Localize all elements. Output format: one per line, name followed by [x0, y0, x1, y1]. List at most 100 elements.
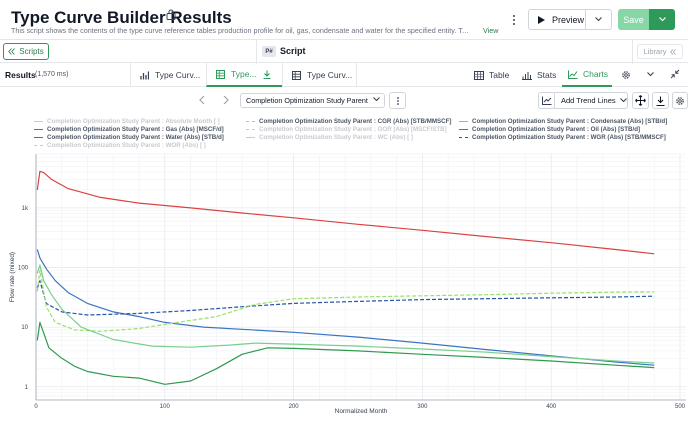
series-line	[36, 321, 655, 385]
entity-select-value: Completion Optimization Study Parent	[246, 96, 368, 105]
legend-label: Completion Optimization Study Parent : C…	[259, 118, 452, 125]
y-axis-title: Flow rate (mixed)	[9, 252, 16, 302]
legend-swatch	[459, 129, 468, 130]
chevron-down-icon	[619, 98, 627, 103]
more-options-icon[interactable]	[508, 12, 520, 28]
script-label: Script	[280, 46, 306, 56]
results-tab-bar: Results (1,570 ms) Type Curv... Type... …	[0, 63, 688, 87]
chevron-down-icon[interactable]	[647, 72, 654, 77]
pan-move-icon[interactable]	[632, 92, 649, 109]
results-label: Results	[5, 70, 36, 80]
chart-settings-icon[interactable]	[672, 92, 688, 109]
legend-item[interactable]: Completion Optimization Study Parent : W…	[246, 134, 413, 141]
legend-label: Completion Optimization Study Parent : W…	[259, 134, 413, 141]
legend-label: Completion Optimization Study Parent : W…	[47, 134, 224, 141]
scripts-label: Scripts	[19, 47, 44, 56]
view-tab-stats[interactable]: Stats	[522, 63, 556, 87]
x-axis-title: Normalized Month	[335, 408, 388, 415]
view-description-link[interactable]: View	[483, 26, 499, 35]
play-icon	[538, 15, 545, 24]
legend-item[interactable]: Completion Optimization Study Parent : W…	[34, 134, 224, 141]
legend-label: Completion Optimization Study Parent : G…	[47, 126, 224, 133]
tab-type-curve-table[interactable]: Type Curv...	[282, 63, 357, 87]
table-icon	[216, 69, 225, 79]
series-line	[36, 269, 655, 332]
chart-axes: 0 100 200 300 400 500 1 10 100 1k	[18, 154, 686, 410]
preview-button[interactable]: Preview	[528, 9, 586, 30]
chevron-down-icon	[373, 97, 380, 102]
legend-item[interactable]: Completion Optimization Study Parent : G…	[34, 126, 224, 133]
script-bar: Scripts P# Script Library	[0, 39, 688, 64]
legend-label: Completion Optimization Study Parent : G…	[259, 126, 447, 133]
divider	[632, 40, 633, 64]
y-tick-label: 100	[18, 265, 29, 271]
legend-item[interactable]: Completion Optimization Study Parent : G…	[246, 126, 447, 133]
lock-icon	[166, 9, 176, 20]
legend-swatch	[246, 121, 255, 122]
download-icon[interactable]	[652, 92, 669, 109]
legend-label: Completion Optimization Study Parent : C…	[472, 118, 668, 125]
legend-item[interactable]: Completion Optimization Study Parent : O…	[459, 126, 640, 133]
view-tab-label: Table	[489, 70, 510, 80]
previous-entity-icon[interactable]	[198, 95, 206, 105]
save-button[interactable]: Save	[618, 9, 649, 30]
legend-label: Completion Optimization Study Parent : A…	[47, 118, 220, 125]
table-icon	[292, 70, 301, 80]
python-badge: P#	[262, 46, 276, 57]
chevron-down-icon	[658, 17, 666, 22]
series-line	[36, 280, 655, 316]
x-tick-label: 0	[34, 404, 38, 410]
legend-swatch	[34, 129, 43, 130]
stats-icon	[522, 71, 532, 80]
scripts-back-button[interactable]: Scripts	[3, 43, 49, 60]
y-tick-label: 10	[21, 325, 28, 331]
tab-type-curve-chart[interactable]: Type Curv...	[130, 63, 206, 87]
download-icon[interactable]	[263, 70, 271, 79]
production-chart[interactable]: 0 100 200 300 400 500 1 10 100 1k Normalized Mont…	[0, 150, 688, 421]
legend-swatch	[459, 137, 468, 138]
save-dropdown-button[interactable]	[649, 9, 675, 30]
entity-select[interactable]: Completion Optimization Study Parent	[240, 93, 385, 108]
legend-item[interactable]: Completion Optimization Study Parent : A…	[34, 118, 220, 125]
chevron-down-icon	[595, 17, 602, 22]
y-tick-label: 1	[25, 385, 29, 391]
x-tick-label: 200	[289, 404, 300, 410]
legend-label: Completion Optimization Study Parent : O…	[472, 126, 641, 133]
trend-chart-icon[interactable]	[538, 92, 555, 109]
page-header: Type Curve Builder Results This script s…	[0, 0, 688, 38]
gear-icon[interactable]	[621, 70, 631, 80]
library-button[interactable]: Library	[637, 44, 683, 59]
line-chart-icon	[568, 70, 578, 79]
legend-swatch	[34, 145, 43, 146]
tab-type-table-active[interactable]: Type...	[206, 63, 282, 87]
view-tab-label: Stats	[537, 70, 557, 80]
double-chevron-left-icon	[8, 48, 16, 55]
collapse-icon[interactable]	[670, 69, 680, 79]
legend-item[interactable]: Completion Optimization Study Parent : W…	[34, 142, 206, 149]
x-tick-label: 500	[675, 404, 686, 410]
legend-label: Completion Optimization Study Parent : W…	[472, 134, 666, 141]
view-tab-table[interactable]: Table	[474, 63, 509, 87]
legend-item[interactable]: Completion Optimization Study Parent : C…	[459, 118, 667, 125]
legend-item[interactable]: Completion Optimization Study Parent : W…	[459, 134, 666, 141]
table-icon	[474, 70, 484, 80]
add-trend-lines-button[interactable]: Add Trend Lines	[554, 92, 628, 109]
legend-swatch	[34, 121, 43, 122]
page-title: Type Curve Builder Results	[11, 8, 232, 27]
view-tab-charts[interactable]: Charts	[562, 63, 612, 87]
legend-swatch	[246, 129, 255, 130]
entity-options-icon[interactable]	[389, 92, 406, 109]
tab-label: Type Curv...	[307, 70, 353, 80]
legend-label: Completion Optimization Study Parent : W…	[47, 142, 206, 149]
next-entity-icon[interactable]	[222, 95, 230, 105]
legend-swatch	[459, 121, 468, 122]
bar-chart-icon	[140, 71, 149, 80]
legend-item[interactable]: Completion Optimization Study Parent : C…	[246, 118, 452, 125]
x-tick-label: 400	[546, 404, 557, 410]
series-line	[36, 249, 655, 366]
divider	[256, 40, 257, 64]
x-tick-label: 300	[417, 404, 428, 410]
legend-swatch	[34, 137, 43, 138]
double-chevron-left-icon	[670, 48, 677, 55]
preview-dropdown-button[interactable]	[586, 9, 612, 30]
